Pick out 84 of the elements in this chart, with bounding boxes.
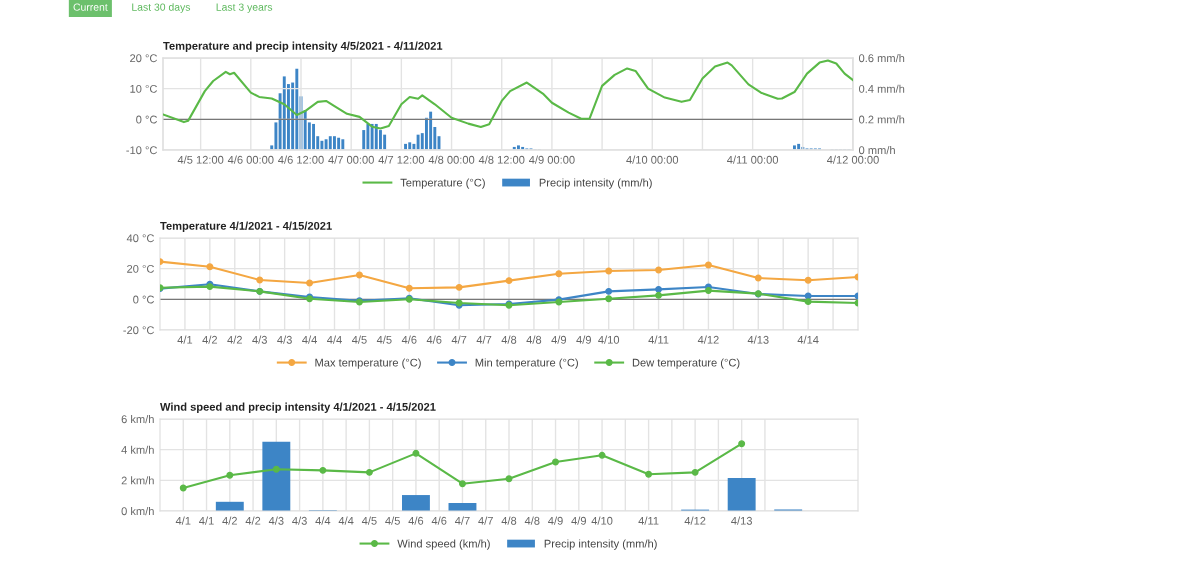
x-tick-label: 4/11: [648, 335, 669, 344]
x-tick-label: 4/7: [478, 516, 493, 525]
x-tick-label: 4/3: [292, 516, 307, 525]
y2-tick-label: 0.6 mm/h: [858, 53, 905, 63]
x-tick-label: 4/7 12:00: [378, 155, 425, 164]
x-tick-label: 4/12 00:00: [827, 155, 879, 164]
x-tick-label: 4/11 00:00: [727, 155, 779, 164]
y-tick-label: 0 °C: [133, 295, 155, 304]
x-tick-label: 4/6: [426, 335, 442, 344]
x-tick-label: 4/12: [697, 335, 719, 344]
x-tick-label: 4/10 00:00: [626, 155, 679, 164]
chart-title: Temperature 4/1/2021 - 4/15/2021: [160, 221, 332, 232]
y-tick-label: 2 km/h: [121, 476, 154, 485]
y-tick-label: 20 °C: [127, 264, 155, 273]
y-tick-label: 40 °C: [126, 234, 155, 243]
x-tick-label: 4/6: [431, 516, 447, 525]
x-tick-label: 4/5: [361, 516, 377, 525]
y2-tick-label: 0.4 mm/h: [858, 84, 905, 93]
x-tick-label: 4/10: [598, 335, 620, 344]
x-tick-label: 4/9: [576, 335, 591, 344]
x-tick-label: 4/3: [277, 335, 292, 344]
x-tick-label: 4/8: [524, 516, 540, 525]
x-tick-label: 4/7: [476, 335, 492, 344]
x-tick-label: 4/12: [684, 516, 706, 525]
x-tick-label: 4/5: [351, 335, 367, 344]
legend-label: Precip intensity (mm/h): [539, 178, 652, 189]
legend-label: Precip intensity (mm/h): [544, 539, 657, 550]
x-tick-label: 4/4: [302, 335, 317, 344]
x-tick-label: 4/5 12:00: [177, 155, 224, 164]
x-tick-label: 4/9 00:00: [529, 155, 575, 164]
chart-title: Temperature and precip intensity 4/5/2021 - 4/11/2021: [163, 41, 443, 52]
x-tick-label: 4/8 12:00: [478, 155, 525, 164]
y-tick-label: 0 °C: [136, 115, 158, 124]
x-tick-label: 4/13: [747, 335, 769, 344]
text: Current: [73, 3, 108, 11]
y-tick-label: 20 °C: [130, 54, 158, 63]
x-tick-label: 4/9: [571, 516, 586, 525]
legend-label: Temperature (°C): [400, 178, 485, 189]
x-tick-label: 4/2: [202, 335, 218, 344]
x-tick-label: 4/3: [268, 516, 284, 525]
x-tick-label: 4/7: [455, 516, 470, 525]
x-tick-label: 4/8 00:00: [428, 155, 475, 164]
x-tick-label: 4/8: [501, 516, 517, 525]
x-tick-label: 4/5: [385, 516, 400, 525]
y-tick-label: 4 km/h: [121, 445, 154, 454]
y2-tick-label: 0 mm/h: [858, 145, 895, 155]
x-tick-label: 4/4: [327, 335, 342, 344]
x-tick-label: 4/9: [548, 516, 563, 525]
x-tick-label: 4/14: [797, 335, 819, 344]
legend-label: Wind speed (km/h): [397, 539, 490, 550]
x-tick-label: 4/1: [199, 516, 214, 525]
y-tick-label: 0 km/h: [121, 506, 154, 516]
y2-tick-label: 0.2 mm/h: [858, 115, 905, 124]
x-tick-label: 4/2: [222, 516, 237, 525]
y-tick-label: 6 km/h: [121, 414, 154, 424]
x-tick-label: 4/1: [175, 516, 191, 525]
legend-label: Min temperature (°C): [475, 358, 578, 369]
x-tick-label: 4/7: [451, 335, 467, 344]
x-tick-label: 4/6: [408, 516, 424, 525]
x-tick-label: 4/8: [526, 335, 542, 344]
legend-label: Dew temperature (°C): [632, 358, 740, 369]
chart-title: Wind speed and precip intensity 4/1/2021 - 4/15/2021: [160, 402, 436, 413]
x-tick-label: 4/7 00:00: [328, 155, 374, 164]
x-tick-label: 4/9: [551, 335, 567, 344]
text: Last 3 years: [216, 3, 273, 13]
y-tick-label: -10 °C: [126, 146, 158, 155]
x-tick-label: 4/10: [591, 516, 613, 525]
y-tick-label: -20 °C: [123, 326, 155, 335]
y-tick-label: 10 °C: [130, 84, 158, 93]
x-tick-label: 4/11: [638, 516, 659, 525]
x-tick-label: 4/6 12:00: [278, 155, 324, 164]
x-tick-label: 4/5: [376, 335, 392, 344]
x-tick-label: 4/3: [252, 335, 267, 344]
x-tick-label: 4/4: [338, 516, 354, 525]
x-tick-label: 4/4: [315, 516, 331, 525]
legend-label: Max temperature (°C): [315, 358, 421, 369]
x-tick-label: 4/6 00:00: [227, 155, 274, 164]
text: Last 30 days: [132, 3, 191, 13]
x-tick-label: 4/2: [245, 516, 261, 525]
x-tick-label: 4/13: [731, 516, 752, 525]
x-tick-label: 4/2: [227, 335, 242, 344]
x-tick-label: 4/8: [501, 335, 517, 344]
x-tick-label: 4/1: [177, 335, 193, 344]
x-tick-label: 4/6: [401, 335, 417, 344]
